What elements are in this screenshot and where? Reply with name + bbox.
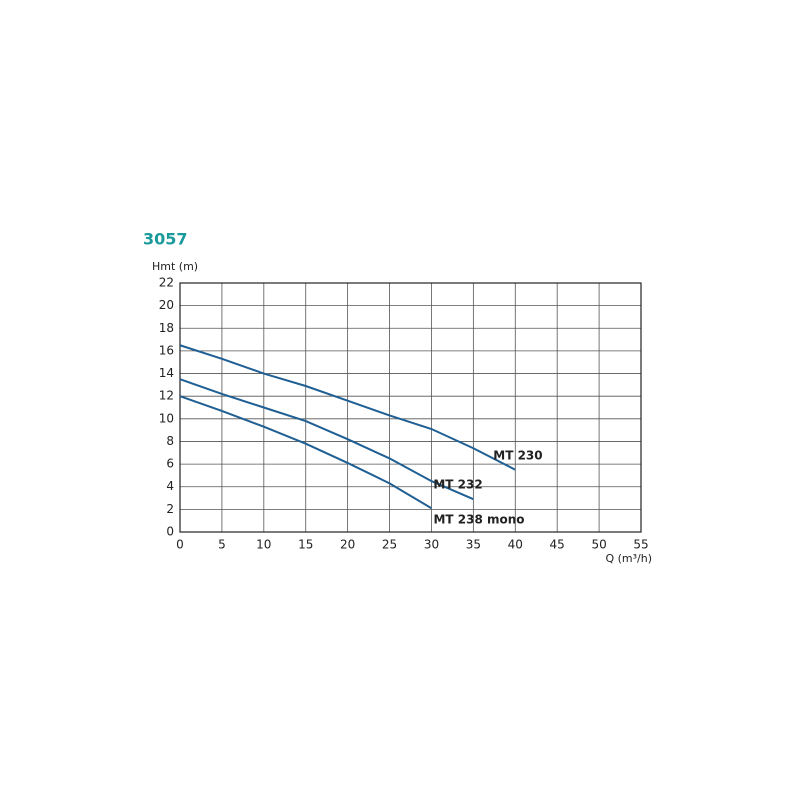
chart-title: 3057 bbox=[143, 230, 188, 249]
x-tick-label: 30 bbox=[424, 538, 439, 552]
y-tick-label: 14 bbox=[159, 366, 174, 380]
y-tick-label: 12 bbox=[159, 389, 174, 403]
y-tick-label: 0 bbox=[166, 525, 174, 539]
x-tick-label: 25 bbox=[382, 538, 397, 552]
y-tick-label: 22 bbox=[159, 276, 174, 290]
x-tick-label: 40 bbox=[508, 538, 523, 552]
series-label: MT 230 bbox=[493, 448, 542, 462]
x-tick-label: 0 bbox=[176, 538, 184, 552]
x-axis-label: Q (m³/h) bbox=[605, 552, 652, 565]
y-tick-label: 10 bbox=[159, 411, 174, 425]
x-tick-label: 55 bbox=[633, 538, 648, 552]
y-tick-label: 18 bbox=[159, 321, 174, 335]
x-tick-label: 50 bbox=[591, 538, 606, 552]
y-tick-label: 6 bbox=[166, 457, 174, 471]
x-tick-label: 10 bbox=[256, 538, 271, 552]
plot-frame bbox=[179, 282, 642, 533]
x-tick-label: 15 bbox=[298, 538, 313, 552]
curve bbox=[179, 344, 516, 471]
curve bbox=[179, 395, 432, 510]
x-tick-label: 35 bbox=[466, 538, 481, 552]
y-axis-label: Hmt (m) bbox=[152, 260, 198, 273]
x-tick-label: 5 bbox=[218, 538, 226, 552]
series-label: MT 232 bbox=[433, 478, 482, 492]
x-tick-label: 20 bbox=[340, 538, 355, 552]
y-tick-label: 8 bbox=[166, 434, 174, 448]
series-label: MT 238 mono bbox=[433, 513, 524, 527]
y-tick-label: 20 bbox=[159, 298, 174, 312]
y-tick-label: 2 bbox=[166, 502, 174, 516]
y-tick-label: 16 bbox=[159, 343, 174, 357]
x-tick-label: 45 bbox=[550, 538, 565, 552]
y-tick-label: 4 bbox=[166, 479, 174, 493]
curve bbox=[179, 378, 474, 501]
